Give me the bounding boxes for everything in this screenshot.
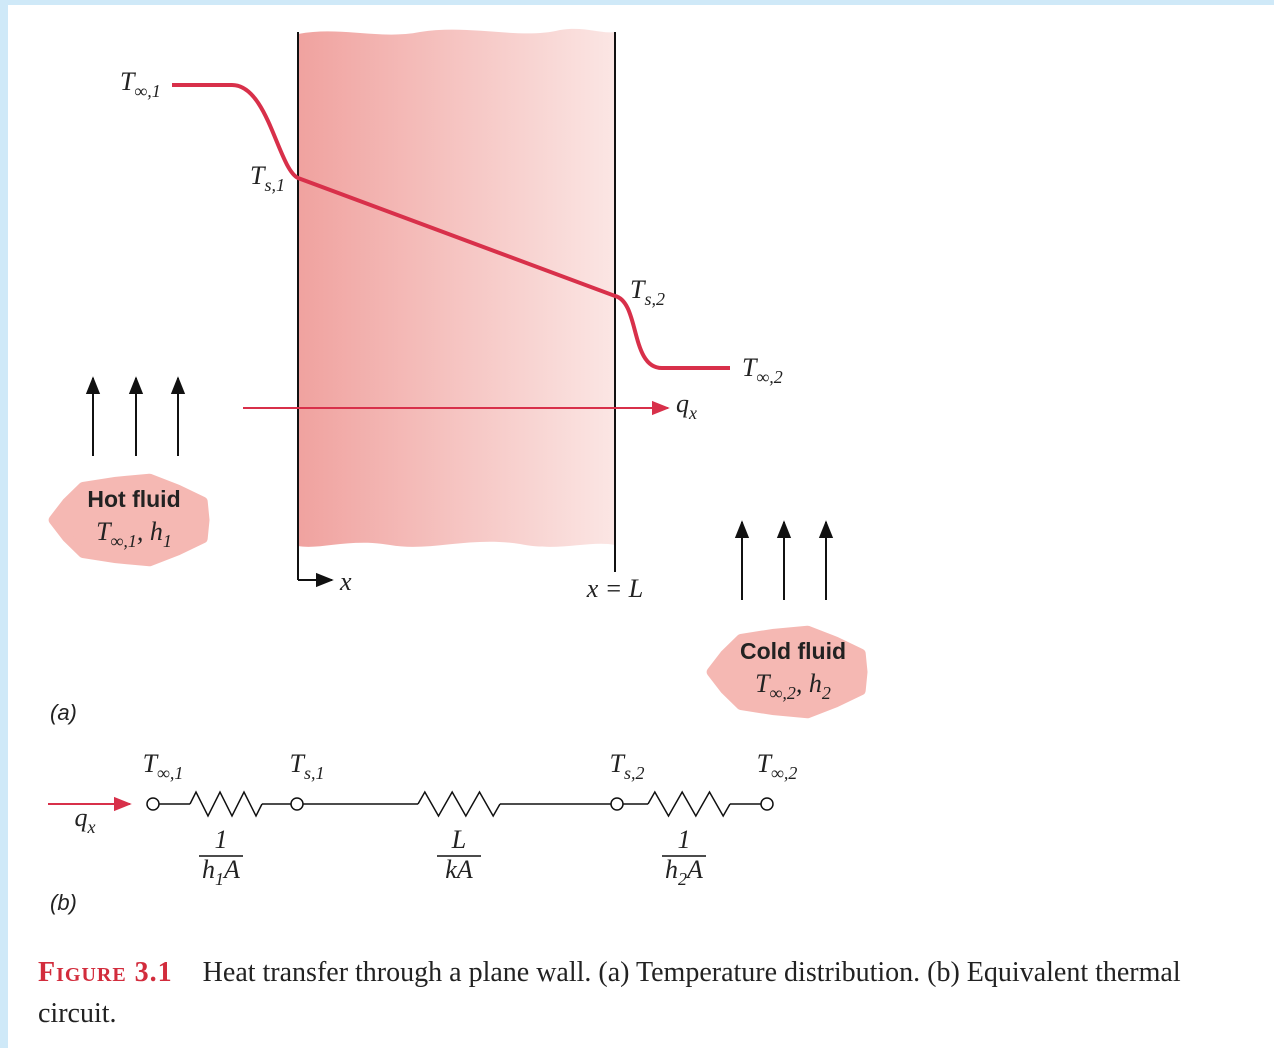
- x-origin-label: x: [339, 567, 352, 596]
- label-text: , h: [137, 517, 163, 546]
- heat-flow-label: qx: [75, 803, 96, 837]
- circuit-node: [146, 797, 160, 811]
- fluid-title: Hot fluid: [87, 486, 180, 512]
- subscript: s,2: [624, 763, 645, 783]
- resistor: [647, 790, 731, 818]
- temperature-label: Ts,1: [250, 161, 285, 195]
- subscript: 2: [678, 869, 687, 889]
- fluid-properties: T∞,1, h1: [96, 517, 172, 551]
- subscript: ∞,2: [756, 367, 782, 387]
- label-text: T: [290, 749, 306, 778]
- label-text: T: [143, 749, 159, 778]
- subscript: ∞,1: [111, 531, 137, 551]
- node-label: Ts,1: [290, 749, 325, 783]
- label-text: T: [120, 67, 136, 96]
- subscript: 1: [163, 531, 172, 551]
- subscript: ∞,2: [771, 763, 797, 783]
- subscript: ∞,1: [134, 81, 160, 101]
- label-text: q: [75, 803, 88, 832]
- temperature-label: T∞,1: [120, 67, 161, 101]
- subscript: 2: [822, 683, 831, 703]
- circuit-node: [760, 797, 774, 811]
- label-text: A: [222, 855, 240, 884]
- subscript: s,2: [644, 289, 665, 309]
- wall: [298, 28, 615, 547]
- label-text: h: [665, 855, 678, 884]
- caption-label: Figure 3.1: [38, 957, 173, 988]
- fluid-title: Cold fluid: [740, 638, 846, 664]
- temperature-label: Ts,2: [630, 275, 665, 309]
- subscript: 1: [215, 869, 224, 889]
- label-text: T: [757, 749, 773, 778]
- subscript: x: [87, 817, 96, 837]
- circuit-node: [610, 797, 624, 811]
- node-label: T∞,1: [143, 749, 184, 783]
- resistance-denominator: kA: [445, 855, 473, 884]
- panel-label: (a): [50, 700, 77, 725]
- caption-text: Heat transfer through a plane wall. (a) …: [38, 957, 1181, 1029]
- label-text: T: [742, 353, 758, 382]
- heat-flow-label: qx: [676, 389, 697, 423]
- resistance-numerator: 1: [678, 825, 691, 854]
- circuit-node: [290, 797, 304, 811]
- subscript: ∞,1: [157, 763, 183, 783]
- fluid-properties: T∞,2, h2: [755, 669, 831, 703]
- caption: Figure 3.1 Heat transfer through a plane …: [38, 952, 1263, 1034]
- temperature-label: T∞,2: [742, 353, 783, 387]
- subscript: ∞,2: [770, 683, 796, 703]
- fluid-cloud: [706, 625, 868, 719]
- label-text: T: [610, 749, 626, 778]
- subscript: x: [688, 403, 697, 423]
- fluid-cloud: [48, 473, 210, 567]
- resistance-denominator: h1A: [202, 855, 240, 889]
- label-text: T: [630, 275, 646, 304]
- panel-label: (b): [50, 890, 77, 915]
- resistor: [189, 790, 263, 818]
- resistance-numerator: 1: [215, 825, 228, 854]
- x-end-label: x = L: [586, 574, 644, 603]
- label-text: 1: [215, 825, 228, 854]
- resistor: [417, 790, 501, 818]
- node-label: T∞,2: [757, 749, 798, 783]
- label-text: q: [676, 389, 689, 418]
- resistance-denominator: h2A: [665, 855, 703, 889]
- label-text: h: [202, 855, 215, 884]
- label-text: T: [96, 517, 112, 546]
- label-text: , h: [796, 669, 822, 698]
- label-text: 1: [678, 825, 691, 854]
- label-text: A: [685, 855, 703, 884]
- label-text: T: [755, 669, 771, 698]
- node-label: Ts,2: [610, 749, 645, 783]
- label-text: T: [250, 161, 266, 190]
- figure-frame: [8, 5, 1274, 1048]
- resistance-numerator: L: [451, 825, 466, 854]
- label-text: L: [451, 825, 466, 854]
- subscript: s,1: [304, 763, 325, 783]
- subscript: s,1: [264, 175, 285, 195]
- label-text: kA: [445, 855, 473, 884]
- temperature-profile: [172, 83, 730, 370]
